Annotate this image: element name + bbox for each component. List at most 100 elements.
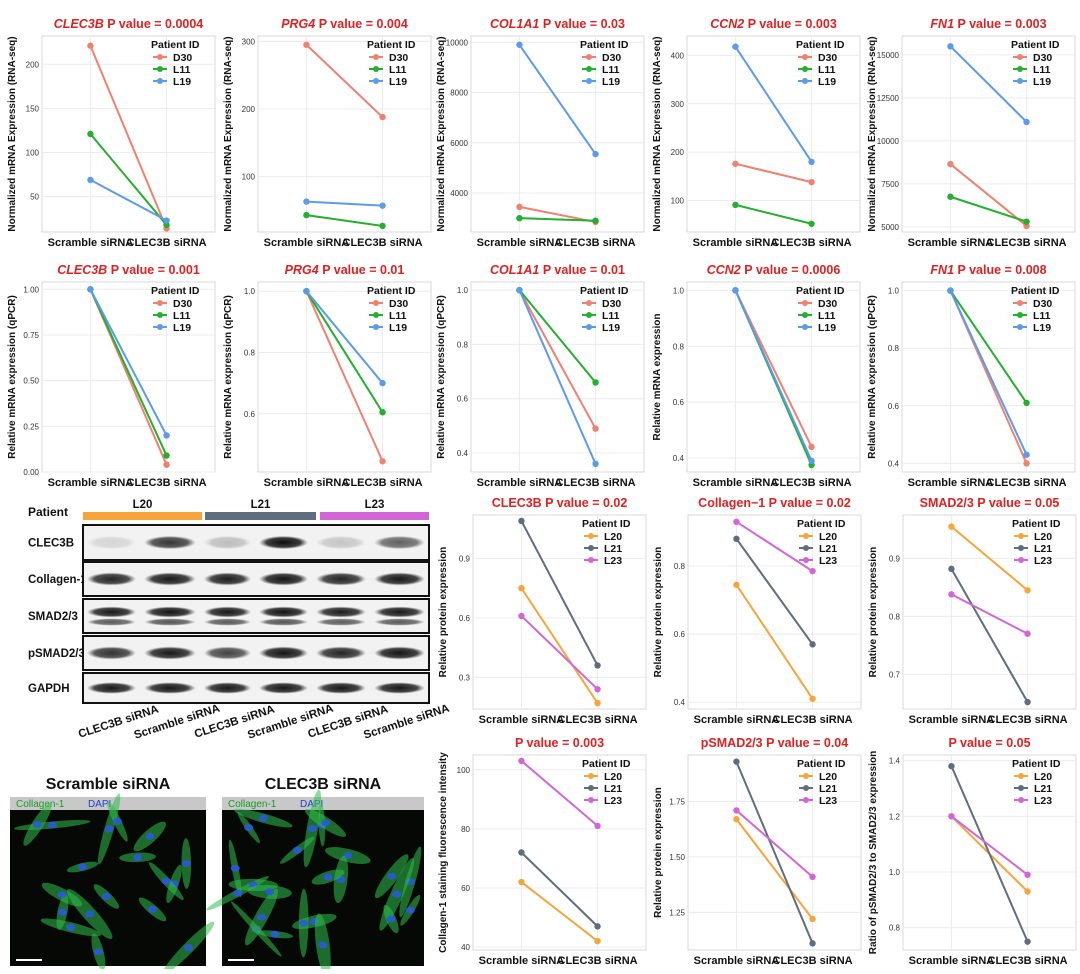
series-line bbox=[950, 525, 1029, 592]
title-gene: PRG4 bbox=[285, 263, 319, 277]
x-tick-label: Scramble siRNA bbox=[479, 714, 565, 726]
legend-key-point bbox=[373, 78, 379, 84]
blot-band bbox=[258, 606, 309, 618]
series-line bbox=[518, 289, 597, 465]
y-tick-label: 0.6 bbox=[673, 398, 685, 407]
legend-entry: L19 bbox=[602, 76, 620, 88]
blot-band bbox=[144, 606, 196, 618]
data-point bbox=[592, 425, 599, 432]
legend-key-point bbox=[802, 66, 808, 72]
legend-key-point bbox=[1018, 785, 1024, 791]
data-point bbox=[733, 758, 740, 765]
chart-title: PRG4 P value = 0.01 bbox=[285, 263, 405, 277]
series-L23 bbox=[518, 612, 601, 693]
series-line bbox=[520, 760, 599, 827]
y-tick-label: 40 bbox=[461, 943, 470, 952]
data-point bbox=[732, 160, 739, 167]
data-point bbox=[518, 517, 525, 525]
y-tick-label: 200 bbox=[26, 60, 40, 69]
nucleus bbox=[93, 948, 103, 956]
series-L21 bbox=[733, 535, 816, 648]
legend-key-point bbox=[588, 557, 594, 563]
nucleus bbox=[33, 821, 43, 829]
y-axis-label: Relative mRNA expression (qPCR) bbox=[7, 295, 18, 459]
blot-band-lower bbox=[203, 618, 252, 626]
legend-key-point bbox=[802, 324, 808, 330]
data-point bbox=[303, 198, 310, 205]
y-axis-label: Collagen-1 staining fluorescence intensi… bbox=[438, 752, 449, 953]
y-tick-label: 400 bbox=[671, 51, 685, 60]
y-axis-label: Relative mRNA expression (qPCR) bbox=[223, 295, 234, 459]
title-pvalue: P value = 0.008 bbox=[954, 263, 1047, 277]
blot-band bbox=[374, 572, 425, 586]
nucleus bbox=[66, 923, 76, 931]
patient-name: L23 bbox=[365, 499, 385, 511]
legend-key-point bbox=[1017, 300, 1023, 306]
legend-title: Patient ID bbox=[1012, 758, 1061, 770]
x-tick-label: CLEC3B siRNA bbox=[988, 714, 1068, 726]
title-gene: COL1A1 bbox=[490, 263, 539, 277]
chart-title: CLEC3B P value = 0.02 bbox=[492, 496, 628, 510]
series-L21 bbox=[948, 565, 1031, 706]
data-point bbox=[87, 130, 94, 138]
legend-entry: L11 bbox=[602, 310, 620, 322]
title-pvalue: P value = 0.003 bbox=[954, 17, 1047, 31]
legend-entry: L21 bbox=[1034, 783, 1052, 795]
legend-entry: D30 bbox=[173, 298, 192, 310]
y-axis-label: Normalized mRNA Expression (RNA-seq) bbox=[223, 36, 234, 231]
legend-key-point bbox=[373, 300, 379, 306]
legend-entry: L21 bbox=[1034, 543, 1052, 555]
legend-key-point bbox=[586, 78, 592, 84]
legend-key-point bbox=[1017, 312, 1023, 318]
legend-entry: L19 bbox=[1033, 76, 1051, 88]
y-tick-label: 1.0 bbox=[457, 286, 469, 295]
series-line bbox=[949, 45, 1028, 123]
patient-name: L21 bbox=[251, 499, 271, 511]
legend-entry: D30 bbox=[389, 52, 408, 64]
x-tick-label: Scramble siRNA bbox=[909, 955, 995, 967]
legend-title: Patient ID bbox=[367, 39, 416, 51]
title-pvalue: P value = 0.0006 bbox=[741, 263, 841, 277]
legend-entry: L21 bbox=[819, 783, 837, 795]
y-tick-label: 1.50 bbox=[669, 853, 685, 862]
y-tick-label: 5000 bbox=[881, 223, 899, 232]
y-tick-label: 50 bbox=[30, 193, 39, 202]
title-pvalue: P value = 0.003 bbox=[515, 736, 604, 750]
series-line bbox=[735, 520, 814, 572]
chart-title: P value = 0.003 bbox=[515, 736, 604, 750]
y-tick-label: 0.8 bbox=[889, 924, 901, 933]
y-axis-label: Normalized mRNA Expression (RNA-seq) bbox=[436, 36, 447, 231]
nucleus bbox=[323, 873, 333, 881]
data-point bbox=[733, 535, 740, 543]
series-line bbox=[950, 195, 1027, 223]
legend-entry: L19 bbox=[1033, 322, 1051, 334]
data-point bbox=[733, 581, 740, 588]
blot-band bbox=[374, 646, 425, 660]
plot-area bbox=[472, 514, 647, 710]
y-axis-label: Relative mRNA expression bbox=[652, 314, 663, 441]
data-point bbox=[732, 287, 739, 294]
legend-key-point bbox=[373, 54, 379, 60]
legend-title: Patient ID bbox=[367, 285, 416, 297]
chart-title: P value = 0.05 bbox=[948, 736, 1030, 750]
nucleus bbox=[387, 872, 397, 880]
y-tick-label: 4000 bbox=[450, 189, 468, 198]
y-tick-label: 0.8 bbox=[888, 344, 900, 353]
series-line bbox=[520, 520, 599, 666]
nucleus bbox=[161, 877, 171, 885]
band-label: GAPDH bbox=[28, 683, 70, 695]
blot-row-4 bbox=[82, 672, 430, 704]
chart-title: SMAD2/3 P value = 0.05 bbox=[920, 496, 1060, 510]
blot-frame bbox=[82, 672, 430, 704]
legend-key-point bbox=[157, 300, 163, 306]
legend-entry: L19 bbox=[173, 322, 191, 334]
blot-frame bbox=[82, 635, 430, 671]
y-axis-label: Normalized mRNA Expression (RNA-seq) bbox=[867, 36, 878, 231]
series-line bbox=[950, 568, 1029, 703]
